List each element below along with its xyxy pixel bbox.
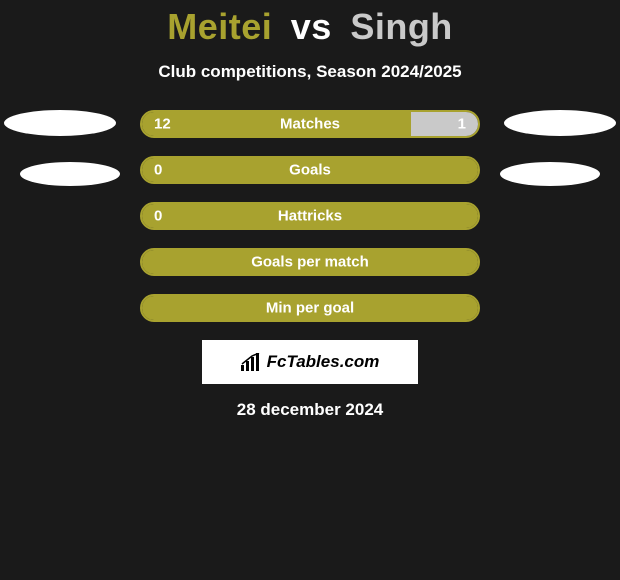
page-title: Meitei vs Singh [0,6,620,48]
bar-value-left: 12 [154,116,171,133]
avatar-right-2 [500,162,600,186]
bar-label: Goals [289,162,331,179]
bar-seg-left [142,112,411,136]
stat-bar: Hattricks 0 [140,202,480,230]
bar-label: Min per goal [266,300,354,317]
comparison-stage: Matches 12 1 Goals 0 Hattricks 0 Goals per matc… [0,110,620,322]
logo-text: FcTables.com [267,352,380,372]
stat-bar: Min per goal [140,294,480,322]
bar-value-left: 0 [154,208,162,225]
stat-bar: Goals 0 [140,156,480,184]
player2-name: Singh [350,6,452,47]
date-text: 28 december 2024 [0,400,620,420]
avatar-left-1 [4,110,116,136]
logo: FcTables.com [241,352,380,372]
bar-label: Matches [280,116,340,133]
subtitle: Club competitions, Season 2024/2025 [0,62,620,82]
bar-label: Hattricks [278,208,342,225]
stat-bar: Matches 12 1 [140,110,480,138]
player1-name: Meitei [167,6,272,47]
avatar-left-2 [20,162,120,186]
title-vs: vs [291,6,332,47]
bars-container: Matches 12 1 Goals 0 Hattricks 0 Goals per matc… [140,110,480,322]
chart-icon [241,353,263,371]
bar-label: Goals per match [251,254,369,271]
bar-value-right: 1 [458,116,466,133]
avatar-right-1 [504,110,616,136]
title-block: Meitei vs Singh [0,0,620,48]
logo-box: FcTables.com [202,340,418,384]
stat-bar: Goals per match [140,248,480,276]
bar-value-left: 0 [154,162,162,179]
bar-seg-right [411,112,478,136]
